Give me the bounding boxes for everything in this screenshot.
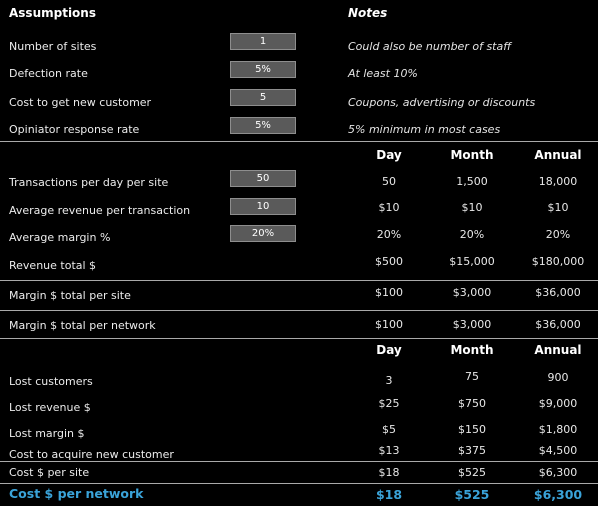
divider bbox=[0, 310, 598, 311]
note-number-of-sites: Could also be number of staff bbox=[348, 40, 512, 53]
label-revenue-total: Revenue total $ bbox=[9, 259, 97, 272]
margin-per-site-annual: $36,000 bbox=[535, 286, 581, 299]
label-defection-rate: Defection rate bbox=[9, 67, 88, 80]
defection-rate-input[interactable] bbox=[230, 61, 296, 78]
cost-header-annual: Annual bbox=[534, 343, 582, 357]
note-cost-new-customer: Coupons, advertising or discounts bbox=[348, 96, 536, 109]
label-cost-per-network: Cost $ per network bbox=[9, 486, 144, 501]
revenue-total-month: $15,000 bbox=[449, 255, 495, 268]
divider bbox=[0, 280, 598, 281]
avg-revenue-annual: $10 bbox=[547, 201, 569, 214]
cost-new-customer-input[interactable] bbox=[230, 89, 296, 106]
divider bbox=[0, 483, 598, 484]
note-defection-rate: At least 10% bbox=[348, 67, 418, 80]
cost-per-network-month: $525 bbox=[454, 487, 490, 502]
revenue-total-annual: $180,000 bbox=[531, 255, 585, 268]
avg-revenue-day: $10 bbox=[378, 201, 400, 214]
label-lost-customers: Lost customers bbox=[9, 375, 93, 388]
label-response-rate: Opiniator response rate bbox=[9, 123, 140, 136]
number-of-sites-input[interactable] bbox=[230, 33, 296, 50]
cost-per-network-annual: $6,300 bbox=[533, 487, 583, 502]
avg-margin-input[interactable] bbox=[230, 225, 296, 242]
label-avg-revenue: Average revenue per transaction bbox=[9, 204, 191, 217]
revenue-header-month: Month bbox=[450, 148, 494, 162]
cost-acquire-annual: $4,500 bbox=[538, 444, 578, 457]
note-response-rate: 5% minimum in most cases bbox=[348, 123, 501, 136]
label-cost-new-customer: Cost to get new customer bbox=[9, 96, 152, 109]
label-number-of-sites: Number of sites bbox=[9, 40, 97, 53]
label-avg-margin: Average margin % bbox=[9, 231, 111, 244]
revenue-header-annual: Annual bbox=[534, 148, 582, 162]
margin-per-site-day: $100 bbox=[375, 286, 403, 299]
divider bbox=[0, 141, 598, 142]
assumptions-title: Assumptions bbox=[9, 6, 96, 20]
cost-header-day: Day bbox=[376, 343, 402, 357]
divider bbox=[0, 461, 598, 462]
cost-acquire-month: $375 bbox=[458, 444, 486, 457]
label-lost-revenue: Lost revenue $ bbox=[9, 401, 91, 414]
cost-per-network-day: $18 bbox=[375, 487, 403, 502]
lost-customers-annual: 900 bbox=[547, 371, 569, 384]
avg-margin-annual: 20% bbox=[545, 228, 571, 241]
margin-per-site-month: $3,000 bbox=[452, 286, 492, 299]
avg-margin-day: 20% bbox=[376, 228, 402, 241]
margin-per-network-annual: $36,000 bbox=[535, 318, 581, 331]
lost-customers-day: 3 bbox=[385, 374, 393, 387]
cost-acquire-day: $13 bbox=[378, 444, 400, 457]
label-margin-per-network: Margin $ total per network bbox=[9, 319, 156, 332]
lost-revenue-month: $750 bbox=[458, 397, 486, 410]
lost-margin-annual: $1,800 bbox=[538, 423, 578, 436]
lost-margin-month: $150 bbox=[458, 423, 486, 436]
margin-per-network-month: $3,000 bbox=[452, 318, 492, 331]
label-cost-acquire: Cost to acquire new customer bbox=[9, 448, 174, 461]
cost-per-site-month: $525 bbox=[458, 466, 486, 479]
label-lost-margin: Lost margin $ bbox=[9, 427, 85, 440]
cost-header-month: Month bbox=[450, 343, 494, 357]
cost-per-site-annual: $6,300 bbox=[538, 466, 578, 479]
transactions-month: 1,500 bbox=[456, 175, 488, 188]
label-cost-per-site: Cost $ per site bbox=[9, 466, 90, 479]
avg-margin-month: 20% bbox=[459, 228, 485, 241]
response-rate-input[interactable] bbox=[230, 117, 296, 134]
revenue-total-day: $500 bbox=[375, 255, 403, 268]
revenue-header-day: Day bbox=[376, 148, 402, 162]
cost-per-site-day: $18 bbox=[378, 466, 400, 479]
lost-revenue-annual: $9,000 bbox=[538, 397, 578, 410]
lost-margin-day: $5 bbox=[382, 423, 396, 436]
divider bbox=[0, 338, 598, 339]
margin-per-network-day: $100 bbox=[375, 318, 403, 331]
avg-revenue-input[interactable] bbox=[230, 198, 296, 215]
label-transactions: Transactions per day per site bbox=[9, 176, 169, 189]
lost-revenue-day: $25 bbox=[378, 397, 400, 410]
transactions-day: 50 bbox=[382, 175, 396, 188]
transactions-annual: 18,000 bbox=[538, 175, 578, 188]
transactions-input[interactable] bbox=[230, 170, 296, 187]
label-margin-per-site: Margin $ total per site bbox=[9, 289, 131, 302]
notes-title: Notes bbox=[348, 6, 388, 20]
lost-customers-month: 75 bbox=[465, 370, 479, 383]
avg-revenue-month: $10 bbox=[461, 201, 483, 214]
